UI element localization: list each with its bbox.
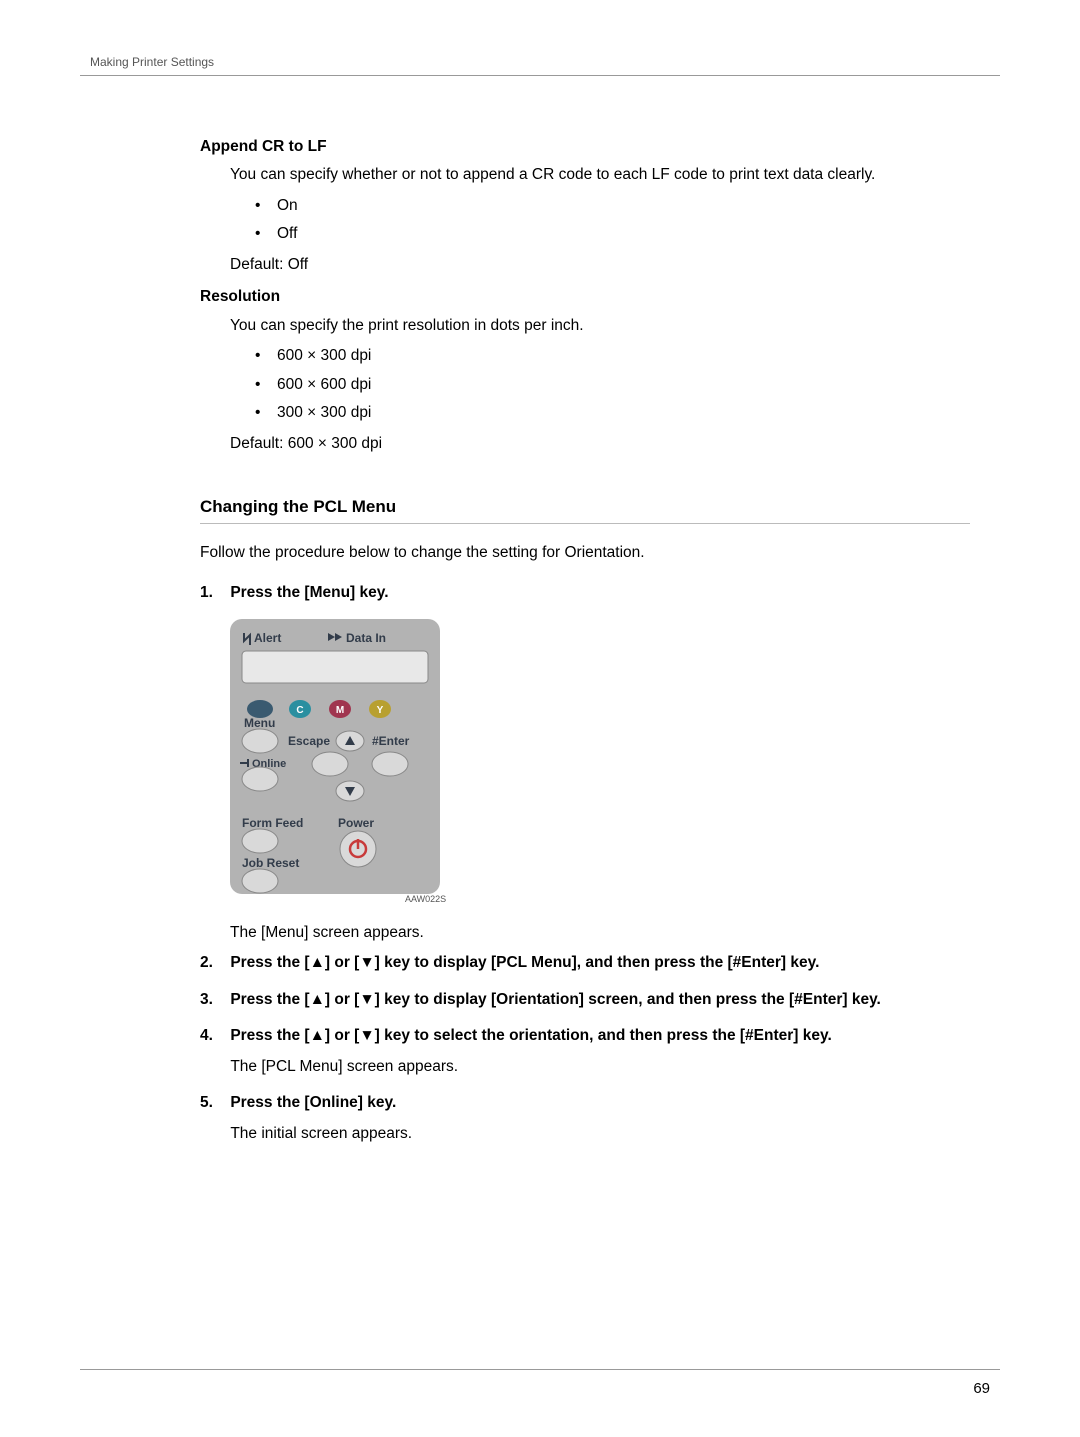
panel-menu-label: Menu: [244, 716, 275, 730]
panel-form-feed-label: Form Feed: [242, 816, 303, 830]
svg-text:Y: Y: [377, 705, 384, 716]
intro-text: Follow the procedure below to change the…: [200, 542, 970, 564]
step-2: 2. Press the [▲] or [▼] key to display […: [200, 952, 970, 974]
step-4: 4. Press the [▲] or [▼] key to select th…: [200, 1025, 970, 1078]
step-2-text: Press the [▲] or [▼] key to display [PCL…: [230, 954, 819, 971]
option-600x300: 600 × 300 dpi: [255, 345, 970, 367]
heading-divider: [200, 523, 970, 524]
step-1: 1. Press the [Menu] key.: [200, 582, 970, 604]
step-4-num: 4.: [200, 1025, 226, 1047]
header-divider: [80, 75, 1000, 76]
step-1-result: The [Menu] screen appears.: [230, 922, 970, 944]
svg-text:M: M: [336, 705, 344, 716]
step-1-num: 1.: [200, 582, 226, 604]
desc-resolution: You can specify the print resolution in …: [230, 315, 970, 337]
term-resolution: Resolution: [200, 286, 970, 308]
panel-data-in-label: Data In: [346, 631, 386, 645]
default-resolution: Default: 600 × 300 dpi: [230, 433, 970, 455]
control-panel-illustration: Alert Data In C M Y Menu: [230, 619, 970, 906]
step-3-num: 3.: [200, 989, 226, 1011]
panel-enter-label: #Enter: [372, 734, 410, 748]
heading-changing-pcl: Changing the PCL Menu: [200, 495, 970, 520]
step-5-num: 5.: [200, 1092, 226, 1114]
desc-append-cr: You can specify whether or not to append…: [230, 164, 970, 186]
step-5-text: Press the [Online] key.: [230, 1094, 396, 1111]
step-4-text: Press the [▲] or [▼] key to select the o…: [230, 1027, 831, 1044]
option-300x300: 300 × 300 dpi: [255, 402, 970, 424]
panel-escape-label: Escape: [288, 734, 330, 748]
step-3: 3. Press the [▲] or [▼] key to display […: [200, 989, 970, 1011]
panel-job-reset-label: Job Reset: [242, 856, 299, 870]
svg-text:C: C: [296, 705, 303, 716]
footer-divider: [80, 1369, 1000, 1370]
options-append-cr: On Off: [255, 195, 970, 246]
option-off: Off: [255, 223, 970, 245]
panel-power-label: Power: [338, 816, 374, 830]
step-2-num: 2.: [200, 952, 226, 974]
term-append-cr: Append CR to LF: [200, 136, 970, 158]
panel-ref-code: AAW022S: [405, 893, 970, 906]
running-header: Making Printer Settings: [80, 55, 1000, 69]
option-on: On: [255, 195, 970, 217]
options-resolution: 600 × 300 dpi 600 × 600 dpi 300 × 300 dp…: [255, 345, 970, 424]
step-1-text: Press the [Menu] key.: [230, 584, 388, 601]
step-5: 5. Press the [Online] key. The initial s…: [200, 1092, 970, 1145]
panel-alert-label: Alert: [254, 631, 281, 645]
step-4-result: The [PCL Menu] screen appears.: [230, 1056, 968, 1078]
step-5-result: The initial screen appears.: [230, 1123, 968, 1145]
page-number: 69: [80, 1380, 1000, 1397]
step-3-text: Press the [▲] or [▼] key to display [Ori…: [230, 991, 881, 1008]
default-append-cr: Default: Off: [230, 254, 970, 276]
option-600x600: 600 × 600 dpi: [255, 374, 970, 396]
